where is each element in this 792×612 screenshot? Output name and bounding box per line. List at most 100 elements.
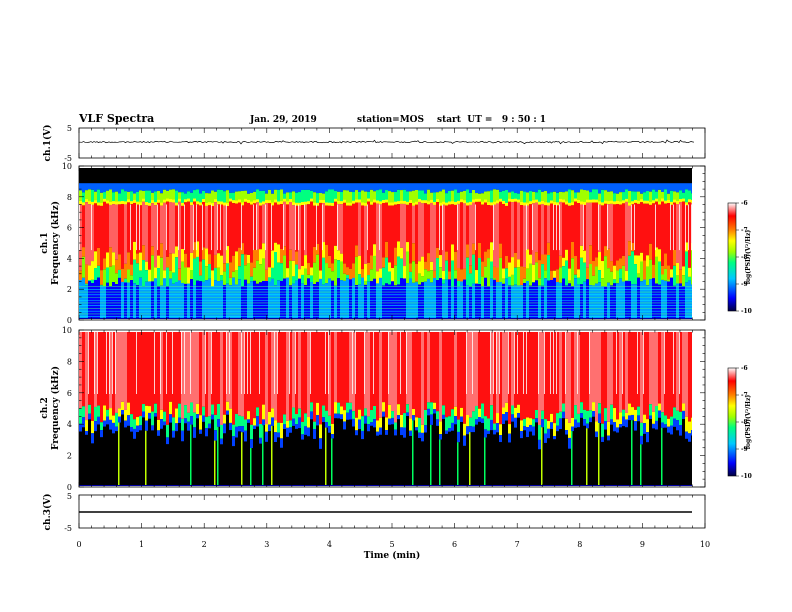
spectrogram-band — [403, 427, 406, 438]
spectrogram-band — [145, 332, 148, 406]
spectrogram-band — [634, 199, 637, 203]
spectrogram-band — [310, 275, 313, 283]
spectrogram-band — [391, 205, 394, 268]
spectrogram-band — [211, 270, 214, 287]
spectrogram-band — [337, 278, 340, 318]
spectrogram-band — [253, 249, 256, 268]
spectrogram-band — [622, 192, 625, 204]
y-tick-label: 10 — [62, 326, 72, 335]
spectrogram-band — [601, 278, 604, 287]
spectrogram-band — [685, 251, 688, 283]
spectrogram-band — [385, 257, 388, 284]
spectrogram-band — [688, 421, 691, 434]
spectrogram-band — [607, 201, 610, 205]
spectrogram-streak — [166, 332, 167, 394]
spectrogram-band — [85, 190, 88, 203]
spectrogram-band — [268, 332, 271, 412]
spectrogram-band — [493, 332, 496, 424]
spectrogram-band — [310, 411, 313, 420]
spectrogram-band — [244, 279, 247, 318]
spectrogram-band — [448, 201, 451, 205]
spectrogram-band — [658, 403, 661, 411]
spectrogram-band — [127, 199, 130, 203]
spectrogram-band — [382, 202, 385, 258]
spectrogram-streak — [493, 204, 494, 251]
spectrogram-band — [262, 243, 265, 259]
spectrogram-band — [430, 183, 433, 193]
spectrogram-band — [643, 203, 646, 261]
spectrogram-band — [88, 183, 91, 190]
spectrogram-band — [628, 191, 631, 206]
spectrogram-band — [547, 332, 550, 422]
spectrogram-band — [295, 332, 298, 415]
colorbar-tick-label: -8 — [741, 419, 748, 426]
spectrogram-band — [469, 332, 472, 418]
spectrogram-band — [424, 332, 427, 410]
spectrogram-band — [682, 198, 685, 202]
spectrogram-band — [505, 190, 508, 206]
spectrogram-band — [613, 283, 616, 318]
spectrogram-band — [349, 409, 352, 420]
spectrogram-band — [199, 332, 202, 416]
spectrogram-band — [553, 204, 556, 271]
spectrogram-band — [232, 255, 235, 272]
spectrogram-band — [472, 411, 475, 427]
spectrogram-band — [232, 332, 235, 425]
spectrogram-band — [451, 409, 454, 423]
spectrogram-band — [154, 205, 157, 268]
spectrogram-band — [211, 190, 214, 206]
spectrogram-band — [295, 280, 298, 318]
spectrogram-band — [511, 285, 514, 318]
spectrogram-band — [178, 417, 181, 423]
spectrogram-band — [229, 332, 232, 409]
spectrogram-band — [82, 205, 85, 248]
spectrogram-streak — [493, 332, 494, 394]
spectrogram-band — [628, 183, 631, 192]
spectrogram-band — [304, 201, 307, 205]
spectrogram-band — [121, 401, 124, 411]
spectrogram-band — [499, 243, 502, 258]
y-tick-label: 6 — [67, 389, 72, 398]
spectrogram-band — [112, 265, 115, 283]
spectrogram-band — [247, 202, 250, 255]
spectrogram-band — [544, 332, 547, 420]
spectrogram-band — [625, 201, 628, 271]
spectrogram-streak — [106, 332, 107, 394]
spectrogram-band — [685, 202, 688, 206]
spectrogram-band — [574, 332, 577, 406]
spectrogram-band — [430, 202, 433, 262]
spectrogram-band — [535, 262, 538, 281]
spectrogram-band — [280, 201, 283, 205]
spectrogram-band — [130, 201, 133, 205]
spectrogram-band — [574, 198, 577, 202]
spectrogram-band — [622, 255, 625, 266]
spectrogram-band — [484, 183, 487, 192]
spectrogram-band — [271, 183, 274, 194]
spectrogram-band — [490, 405, 493, 420]
spectrogram-band — [226, 246, 229, 264]
spectrogram-band — [661, 183, 664, 192]
spectrogram-band — [367, 183, 370, 192]
spectrogram-band — [388, 271, 391, 285]
spectrogram-band — [589, 285, 592, 318]
spectrogram-band — [241, 426, 244, 433]
spectrogram-band — [244, 198, 247, 202]
spectrogram-band — [583, 250, 586, 263]
spectrogram-band — [487, 249, 490, 259]
spectrogram-band — [526, 192, 529, 206]
spectrogram-band — [331, 205, 334, 264]
spectrogram-band — [190, 183, 193, 193]
ch3-ytick-top: 5 — [67, 492, 72, 501]
spectrogram-band — [457, 419, 460, 432]
spectrogram-band — [283, 193, 286, 202]
spectrogram-band — [628, 332, 631, 404]
spectrogram-band — [388, 332, 391, 405]
spectrogram-band — [352, 183, 355, 192]
spectrogram-band — [601, 261, 604, 279]
spectrogram-band — [586, 279, 589, 318]
spectrogram-band — [595, 332, 598, 422]
spectrogram-spike — [586, 428, 588, 486]
spectrogram-band — [544, 202, 547, 206]
spectrogram-band — [271, 278, 274, 318]
spectrogram-band — [178, 198, 181, 202]
